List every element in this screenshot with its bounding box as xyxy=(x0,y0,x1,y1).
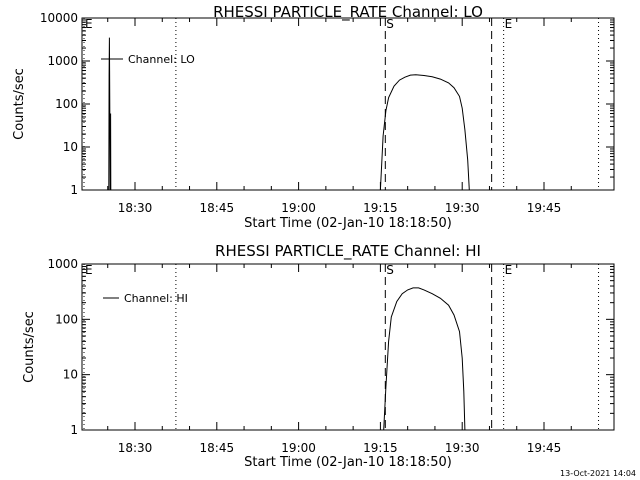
plot-frame xyxy=(81,17,615,191)
legend-label: Channel: LO xyxy=(128,53,195,66)
legend-label: Channel: HI xyxy=(124,292,188,305)
y-tick-label: 100 xyxy=(55,97,78,111)
y-axis-label: Counts/sec xyxy=(22,311,37,383)
x-tick-label: 18:45 xyxy=(200,201,235,215)
y-tick-label: 1 xyxy=(70,423,78,437)
y-axis-label: Counts/sec xyxy=(12,68,27,140)
y-tick-label: 100 xyxy=(55,312,78,326)
event-marker-label: S xyxy=(386,17,394,31)
event-marker-label: S xyxy=(386,263,394,277)
y-tick-label: 10 xyxy=(63,368,78,382)
footer-timestamp: 13-Oct-2021 14:04 xyxy=(560,469,636,478)
chart-panel-1: RHESSI PARTICLE_RATE Channel: LO 18:30 18:… xyxy=(12,3,615,231)
chart-panel-2: RHESSI PARTICLE_RATE Channel: HI 18:30 18:… xyxy=(22,242,615,470)
legend: Channel: HI xyxy=(103,292,188,305)
x-tick-label: 19:00 xyxy=(281,441,316,455)
chart-title: RHESSI PARTICLE_RATE Channel: LO xyxy=(213,3,483,22)
series-line xyxy=(383,287,466,431)
series-line xyxy=(108,37,111,191)
x-axis-label: Start Time (02-Jan-10 18:18:50) xyxy=(244,455,452,470)
event-marker-label: E xyxy=(85,263,93,277)
x-tick-label: 19:15 xyxy=(363,441,398,455)
chart-title: RHESSI PARTICLE_RATE Channel: HI xyxy=(215,242,481,261)
x-axis-label: Start Time (02-Jan-10 18:18:50) xyxy=(244,216,452,231)
y-tick-label: 10000 xyxy=(40,11,78,25)
x-tick-label: 19:00 xyxy=(281,201,316,215)
y-tick-label: 1000 xyxy=(47,54,78,68)
plot-frame xyxy=(81,263,615,431)
x-tick-label: 19:15 xyxy=(363,201,398,215)
event-marker-label: E xyxy=(505,263,513,277)
y-tick-label: 10 xyxy=(63,140,78,154)
x-tick-label: 18:45 xyxy=(200,441,235,455)
x-tick-label: 19:30 xyxy=(445,201,480,215)
y-tick-label: 1000 xyxy=(47,257,78,271)
series-line xyxy=(379,74,470,191)
event-marker-label: E xyxy=(505,17,513,31)
y-tick-label: 1 xyxy=(70,183,78,197)
x-tick-label: 19:30 xyxy=(445,441,480,455)
x-tick-label: 18:30 xyxy=(118,201,153,215)
x-tick-label: 19:45 xyxy=(527,201,562,215)
event-marker-label: E xyxy=(85,17,93,31)
x-tick-label: 19:45 xyxy=(527,441,562,455)
legend: Channel: LO xyxy=(101,53,195,66)
x-tick-label: 18:30 xyxy=(118,441,153,455)
